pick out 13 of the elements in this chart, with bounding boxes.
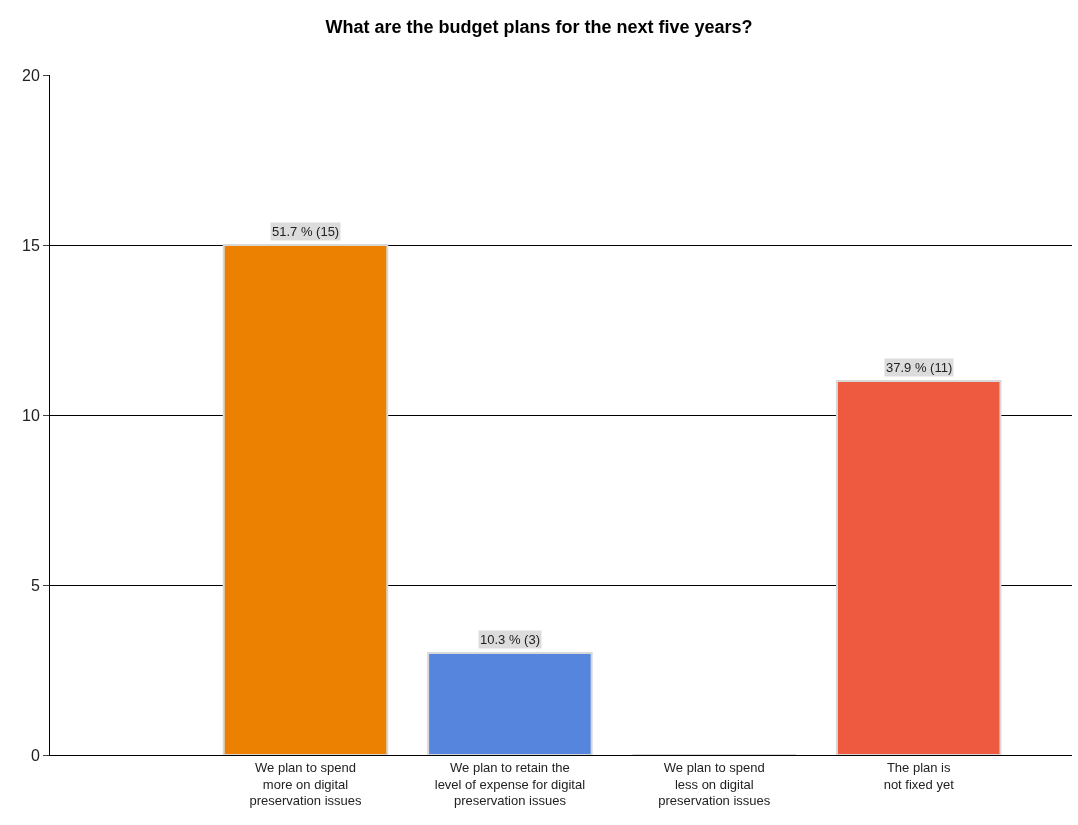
y-tick-label: 15 <box>22 236 40 254</box>
data-label: 10.3 % (3) <box>480 632 540 647</box>
x-tick-label: We plan to spend less on digital preservation issues <box>658 759 771 809</box>
x-tick-label: We plan to retain the level of expense for digital preservation issues <box>434 759 586 809</box>
x-tick-label: The plan is not fixed yet <box>883 759 955 792</box>
y-tick-label: 0 <box>30 746 40 764</box>
chart-title: What are the budget plans for the next five years? <box>325 17 753 38</box>
data-label: 51.7 % (15) <box>272 224 340 239</box>
y-tick-label: 20 <box>22 66 40 84</box>
y-tick-label: 10 <box>22 406 40 424</box>
y-tick-label: 5 <box>30 576 40 594</box>
data-label: 37.9 % (11) <box>886 360 953 375</box>
x-tick-label: We plan to spend more on digital preservation issues <box>249 759 362 809</box>
